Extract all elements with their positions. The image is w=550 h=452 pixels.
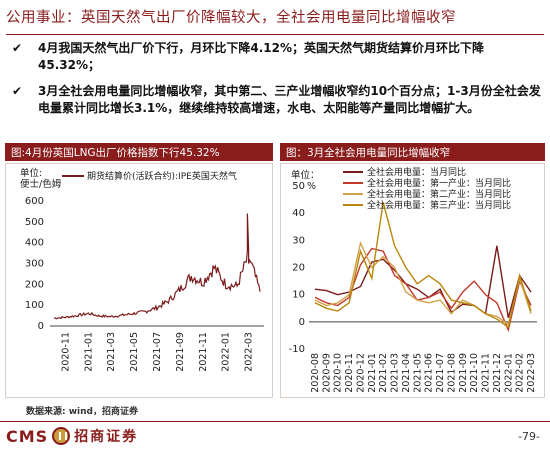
right-x-tick-label: 2021-09 — [458, 353, 469, 393]
right-x-tick-label: 2022-03 — [526, 353, 537, 393]
left-x-tick-label: 2021-11 — [198, 332, 209, 372]
right-x-tick-label: 2021-05 — [412, 353, 423, 393]
right-y-tick-label: 10 — [292, 290, 305, 301]
right-x-tick-label: 2021-07 — [435, 353, 446, 393]
right-legend-label: 全社会用电量：当月同比 — [367, 166, 466, 178]
right-y-tick-label: 20 — [292, 263, 305, 274]
bullet-text: 4月我国天然气出厂价下行，月环比下降4.12%；英国天然气期货结算价月环比下降4… — [38, 41, 484, 72]
left-y-tick-label: 500 — [25, 217, 44, 228]
right-y-tick-label: 30 — [292, 235, 305, 246]
left-chart-title: 图:4月份英国LNG出厂价格指数下行45.32% — [5, 143, 273, 161]
right-x-tick-label: 2021-08 — [446, 353, 457, 393]
right-y-tick-label: 0 — [299, 317, 305, 328]
logo-cn-text: 招商证券 — [74, 429, 139, 445]
right-x-tick-label: 2021-01 — [367, 353, 378, 393]
right-x-tick-label: 2021-10 — [469, 353, 480, 393]
summary-bullets: ✔ 4月我国天然气出厂价下行，月环比下降4.12%；英国天然气期货结算价月环比下… — [8, 40, 544, 126]
right-x-tick-label: 2021-12 — [492, 353, 503, 393]
left-x-tick-label: 2022-01 — [221, 332, 232, 372]
page-number: -79- — [518, 430, 540, 443]
left-x-tick-label: 2021-07 — [152, 332, 163, 372]
company-logo: CMS 招商证券 — [6, 426, 138, 446]
check-icon: ✔ — [12, 41, 23, 55]
right-unit-label-2: % — [307, 181, 317, 192]
right-chart-panel: 单位： % -10 0 10 20 30 40 50 2020-08 2020-09 2020-1… — [280, 163, 545, 398]
left-y-tick-label: 200 — [25, 279, 44, 290]
right-x-tick-label: 2020-10 — [333, 353, 344, 393]
left-y-tick-label: 100 — [25, 300, 44, 311]
right-chart-title: 图：3月全社会用电量同比增幅收窄 — [280, 143, 545, 161]
logo-cms-text: CMS — [6, 426, 49, 446]
left-x-tick-label: 2021-03 — [106, 332, 117, 372]
left-unit-label-2: 便士/色姆 — [20, 179, 62, 190]
left-y-tick-label: 600 — [25, 196, 44, 207]
left-y-tick-label: 400 — [25, 238, 44, 249]
left-chart-panel: 单位: 便士/色姆 0 100 200 300 400 500 600 2020-11 2021… — [5, 163, 273, 398]
left-x-tick-label: 2020-11 — [60, 332, 71, 372]
left-y-tick-label: 0 — [38, 321, 44, 332]
right-x-tick-label: 2020-09 — [321, 353, 332, 393]
right-x-tick-label: 2021-11 — [481, 353, 492, 393]
data-source: 数据来源: wind，招商证券 — [26, 407, 138, 417]
logo-emblem-icon — [52, 427, 71, 445]
right-x-tick-label: 2022-01 — [503, 353, 514, 393]
right-x-tick-label: 2020-12 — [355, 353, 366, 393]
right-series-line — [314, 240, 532, 326]
right-x-tick-label: 2020-11 — [344, 353, 355, 393]
right-unit-label-1: 单位： — [291, 170, 320, 181]
title-divider — [6, 34, 544, 35]
right-legend-label: 全社会用电量：第一产业：当月同比 — [367, 177, 511, 189]
bullet-item: ✔ 4月我国天然气出厂价下行，月环比下降4.12%；英国天然气期货结算价月环比下… — [8, 40, 544, 74]
left-x-tick-label: 2021-05 — [129, 332, 140, 372]
right-y-tick-label: 40 — [292, 208, 305, 219]
left-series-line — [53, 213, 261, 320]
left-legend-label: 期货结算价(活跃合约):IPE英国天然气 — [87, 170, 237, 182]
right-x-tick-label: 2020-08 — [310, 353, 321, 393]
footer-divider — [0, 421, 550, 422]
left-y-tick-label: 300 — [25, 259, 44, 270]
right-x-tick-label: 2022-02 — [515, 353, 526, 393]
right-legend-label: 全社会用电量：第二产业：当月同比 — [367, 188, 511, 200]
left-x-tick-label: 2022-03 — [244, 332, 255, 372]
right-series-line — [314, 202, 532, 329]
left-x-tick-label: 2021-09 — [175, 332, 186, 372]
right-x-tick-label: 2021-06 — [424, 353, 435, 393]
right-x-tick-label: 2021-02 — [378, 353, 389, 393]
page-title: 公用事业：英国天然气出厂价降幅较大，全社会用电量同比增幅收窄 — [6, 10, 456, 26]
left-x-tick-label: 2021-01 — [83, 332, 94, 372]
left-unit-label-1: 单位: — [20, 168, 43, 179]
right-x-tick-label: 2021-04 — [401, 353, 412, 393]
right-y-tick-label: -10 — [289, 344, 305, 355]
right-y-tick-label: 50 — [292, 181, 305, 192]
right-x-tick-label: 2021-03 — [390, 353, 401, 393]
check-icon: ✔ — [12, 84, 23, 98]
bullet-item: ✔ 3月全社会用电量同比增幅收窄，其中第二、三产业增幅收窄约10个百分点；1-3… — [8, 83, 544, 117]
left-line-chart: 0 100 200 300 400 500 600 2020-11 2021-01 2021-03… — [25, 170, 264, 372]
bullet-text: 3月全社会用电量同比增幅收窄，其中第二、三产业增幅收窄约10个百分点；1-3月份… — [38, 84, 541, 115]
right-legend-label: 全社会用电量：第三产业：当月同比 — [367, 199, 511, 211]
